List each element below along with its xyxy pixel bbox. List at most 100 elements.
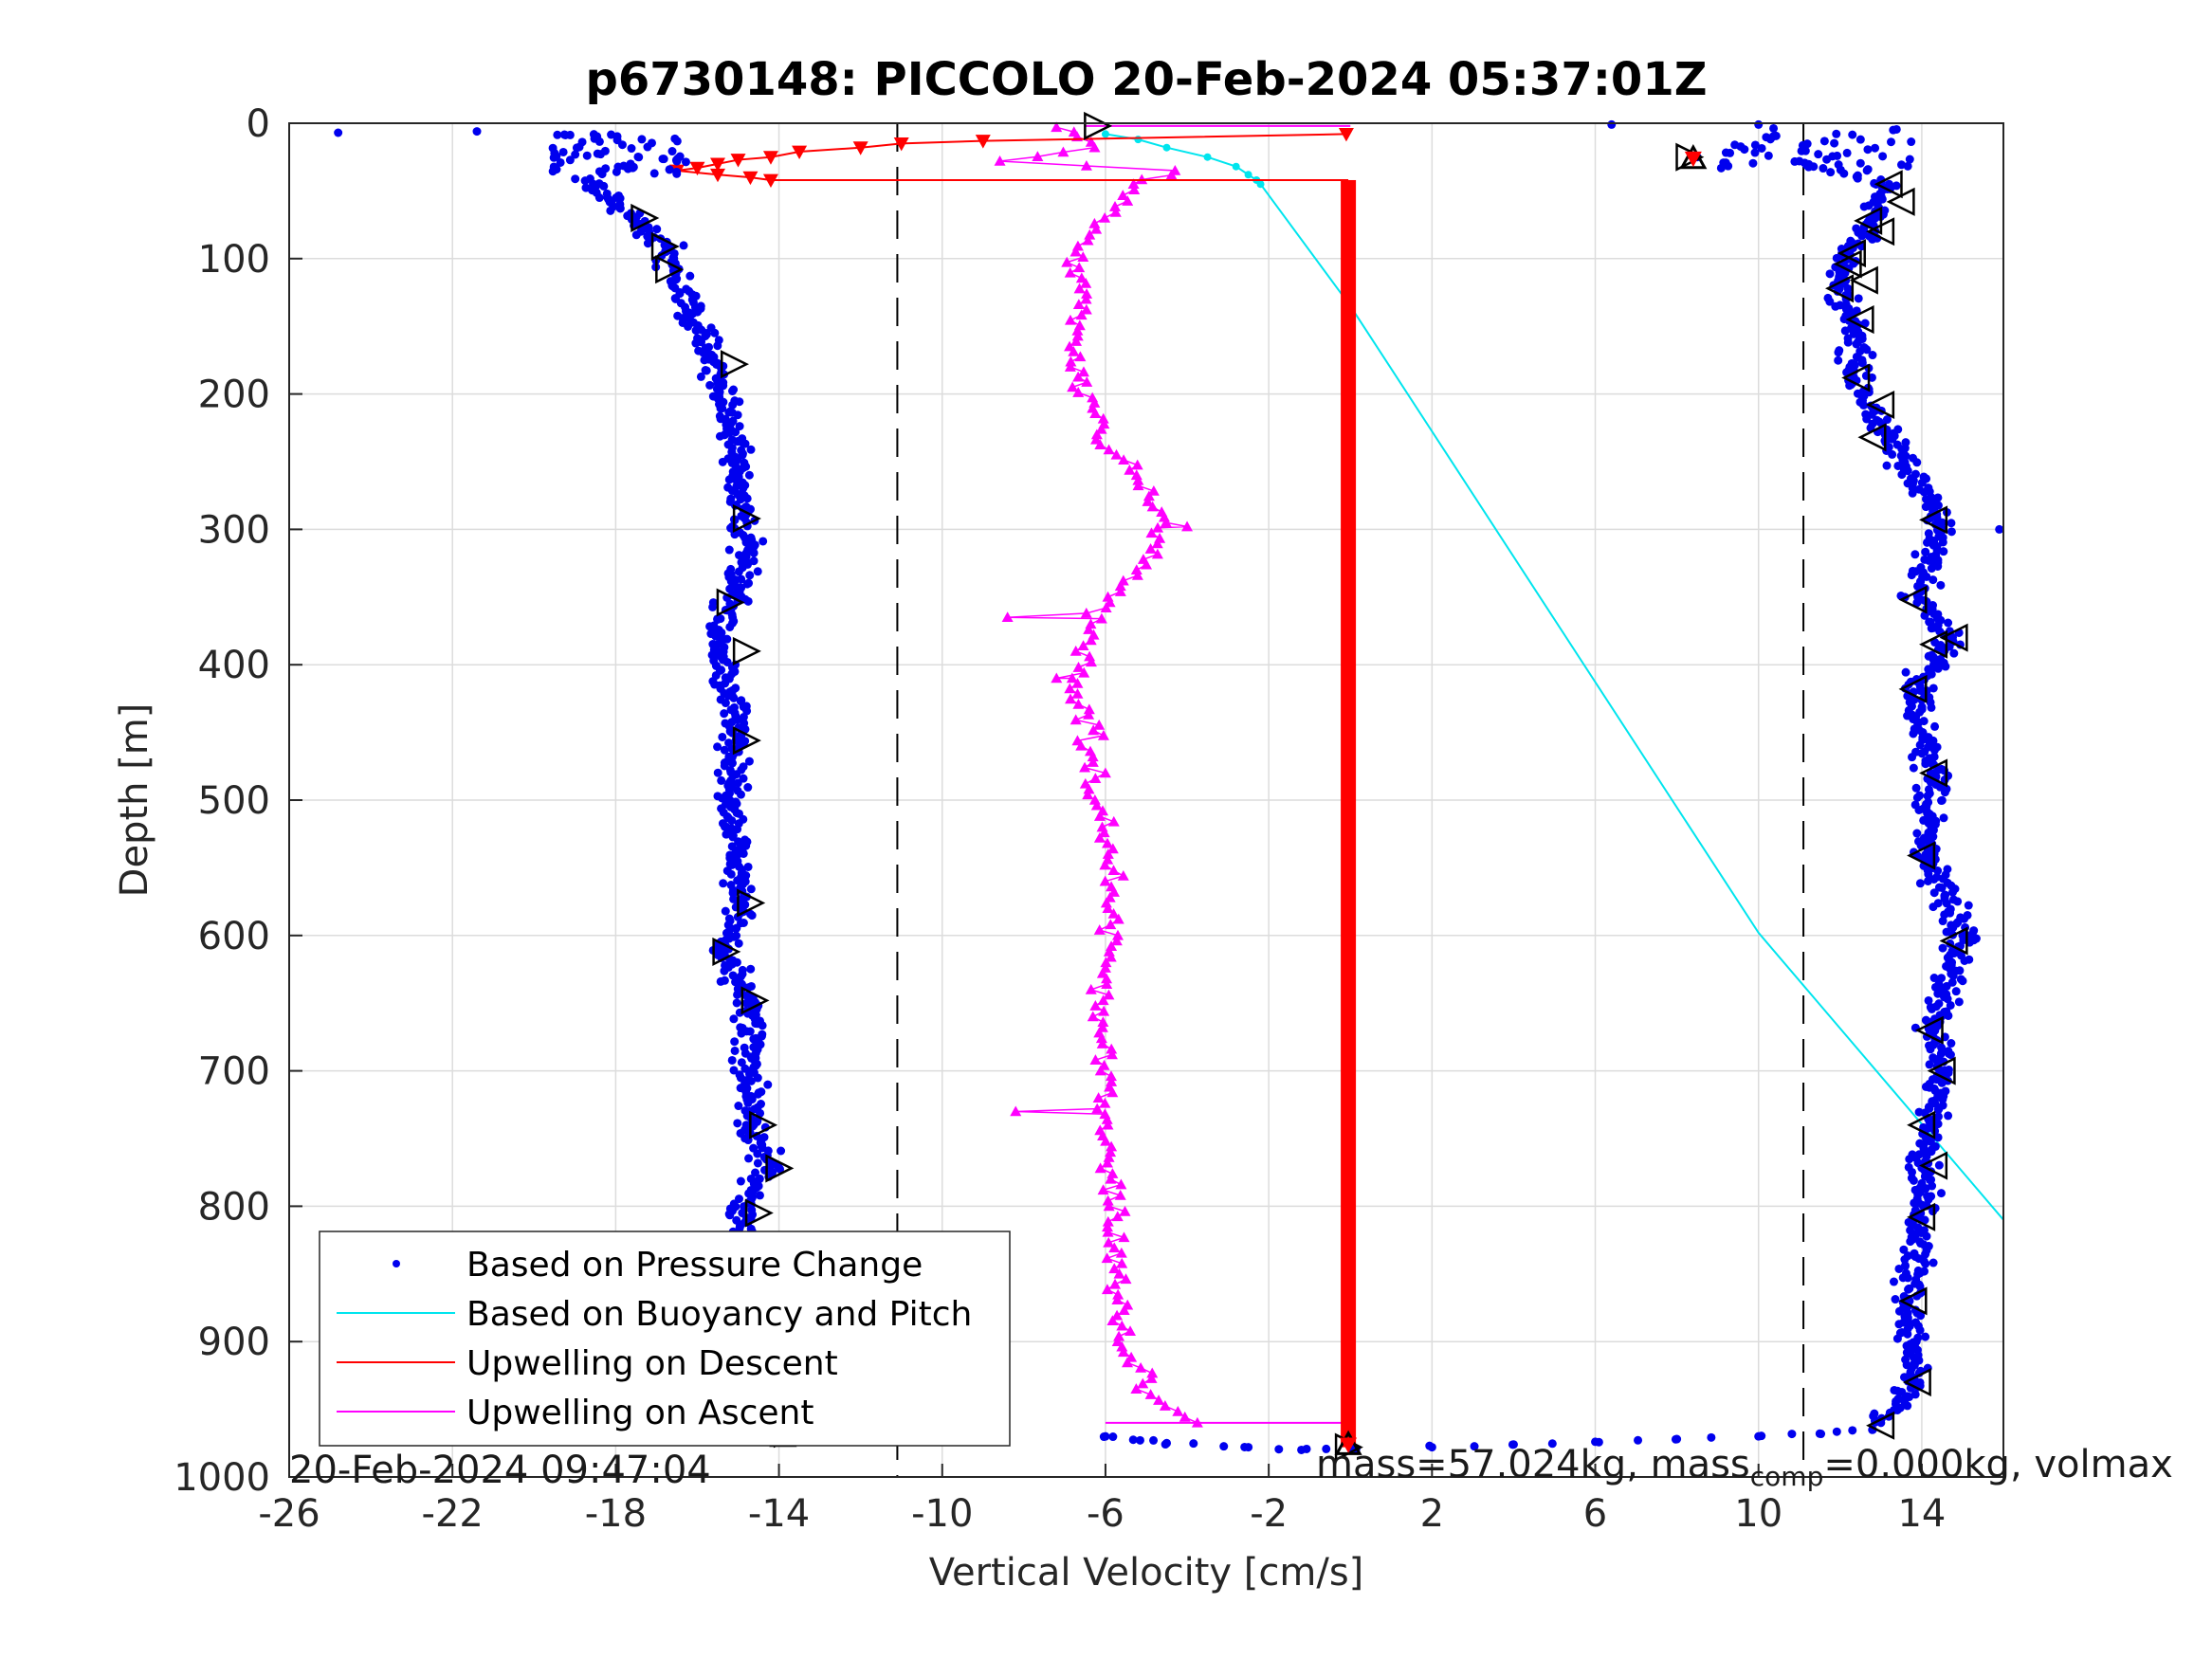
pressure-point bbox=[1862, 166, 1872, 175]
pressure-point bbox=[737, 1029, 746, 1038]
ascent-point bbox=[1122, 1299, 1134, 1310]
pressure-point bbox=[1161, 1440, 1170, 1449]
pressure-point bbox=[1951, 987, 1961, 996]
pressure-point bbox=[1917, 702, 1927, 712]
pressure-point bbox=[715, 431, 724, 441]
pressure-point bbox=[1274, 1445, 1284, 1454]
descent-point bbox=[1338, 128, 1354, 142]
pressure-point bbox=[1901, 438, 1910, 447]
pressure-point bbox=[1826, 168, 1836, 177]
ascent-point bbox=[1112, 913, 1124, 924]
ascent-point bbox=[1083, 708, 1095, 720]
pressure-point bbox=[734, 1102, 743, 1111]
endpoint-marker bbox=[1679, 144, 1708, 170]
ascent-point bbox=[1085, 983, 1097, 994]
pressure-point bbox=[1921, 547, 1930, 556]
ascent-point bbox=[1106, 843, 1119, 854]
pressure-point bbox=[1934, 883, 1944, 892]
pressure-point bbox=[1938, 943, 1947, 953]
pressure-point bbox=[1944, 1066, 1953, 1075]
pressure-point bbox=[743, 596, 753, 606]
ascent-point bbox=[1122, 195, 1134, 206]
footer-mass-rest: =0.000kg, volmax bbox=[1823, 1443, 2173, 1486]
ascent-point bbox=[1072, 387, 1085, 397]
pressure-point bbox=[1892, 181, 1901, 191]
ascent-point bbox=[1075, 272, 1088, 283]
ascent-point bbox=[1103, 1151, 1115, 1162]
ascent-point bbox=[1090, 799, 1103, 811]
pressure-point bbox=[731, 428, 740, 437]
marker-left bbox=[1919, 1151, 1948, 1180]
pressure-point bbox=[718, 457, 727, 466]
pressure-point bbox=[1795, 156, 1804, 166]
marker-right bbox=[732, 503, 761, 533]
pressure-point bbox=[1947, 527, 1956, 537]
pressure-point bbox=[1937, 796, 1947, 806]
pressure-point bbox=[1937, 764, 1947, 774]
descent-point bbox=[975, 135, 991, 149]
pressure-point bbox=[1964, 901, 1973, 910]
pressure-point bbox=[713, 615, 722, 625]
ascent-point bbox=[1127, 178, 1140, 190]
pressure-point bbox=[1730, 140, 1740, 150]
ascent-point bbox=[1085, 634, 1097, 646]
ascent-point bbox=[1061, 256, 1073, 267]
pressure-point bbox=[684, 321, 693, 331]
ascent-point bbox=[1191, 1416, 1203, 1428]
ascent-point bbox=[1102, 848, 1114, 859]
pressure-point bbox=[1721, 158, 1730, 168]
ascent-point bbox=[1051, 672, 1063, 684]
ascent-point bbox=[1117, 869, 1129, 881]
pressure-point bbox=[582, 151, 592, 160]
pressure-point bbox=[1942, 1007, 1951, 1016]
ascent-point bbox=[1109, 207, 1122, 217]
pressure-point bbox=[746, 964, 756, 974]
pressure-point bbox=[716, 404, 725, 413]
pressure-point bbox=[665, 165, 674, 174]
pressure-point bbox=[1927, 650, 1936, 660]
ascent-point bbox=[1103, 989, 1115, 1000]
pressure-point bbox=[734, 849, 743, 859]
buoyancy-point bbox=[1232, 162, 1240, 171]
pressure-point bbox=[615, 204, 625, 213]
pressure-point bbox=[1913, 592, 1923, 602]
ascent-point bbox=[1092, 1092, 1105, 1103]
pressure-point bbox=[1878, 152, 1888, 161]
pressure-point bbox=[548, 143, 558, 153]
ascent-point bbox=[1099, 962, 1111, 973]
pressure-point bbox=[744, 757, 754, 766]
ascent-point bbox=[1113, 1330, 1125, 1341]
ascent-point bbox=[1095, 1032, 1107, 1044]
pressure-point bbox=[1892, 440, 1902, 449]
marker-right bbox=[765, 1154, 795, 1183]
pressure-point bbox=[735, 397, 744, 407]
pressure-point bbox=[1937, 1043, 1947, 1052]
buoyancy-point bbox=[1134, 136, 1143, 144]
ascent-point bbox=[1105, 1173, 1117, 1184]
pressure-point bbox=[1924, 483, 1933, 493]
pressure-point bbox=[685, 308, 694, 318]
pressure-point bbox=[1801, 146, 1810, 155]
ascent-point bbox=[1077, 251, 1089, 263]
ascent-point bbox=[1146, 501, 1159, 512]
ascent-point bbox=[1032, 151, 1044, 162]
pressure-point bbox=[1939, 547, 1948, 556]
pressure-point bbox=[1893, 461, 1903, 470]
pressure-point bbox=[1425, 1441, 1435, 1450]
pressure-point bbox=[749, 548, 759, 557]
ascent-point bbox=[1117, 574, 1129, 586]
pressure-point bbox=[1914, 1107, 1924, 1117]
ascent-point bbox=[1104, 891, 1116, 902]
pressure-point bbox=[549, 153, 558, 162]
y-tick-label: 300 bbox=[198, 508, 270, 552]
ascent-point bbox=[1094, 1065, 1106, 1076]
pressure-point bbox=[1915, 879, 1925, 888]
pressure-point bbox=[1547, 1439, 1557, 1449]
buoyancy-point bbox=[1256, 180, 1265, 189]
pressure-point bbox=[1910, 800, 1920, 810]
endpoint-marker-fill bbox=[1684, 151, 1702, 168]
ascent-point bbox=[1158, 511, 1170, 522]
ascent-point bbox=[1107, 907, 1120, 919]
ascent-point bbox=[1131, 459, 1143, 470]
ascent-point bbox=[1081, 288, 1093, 299]
